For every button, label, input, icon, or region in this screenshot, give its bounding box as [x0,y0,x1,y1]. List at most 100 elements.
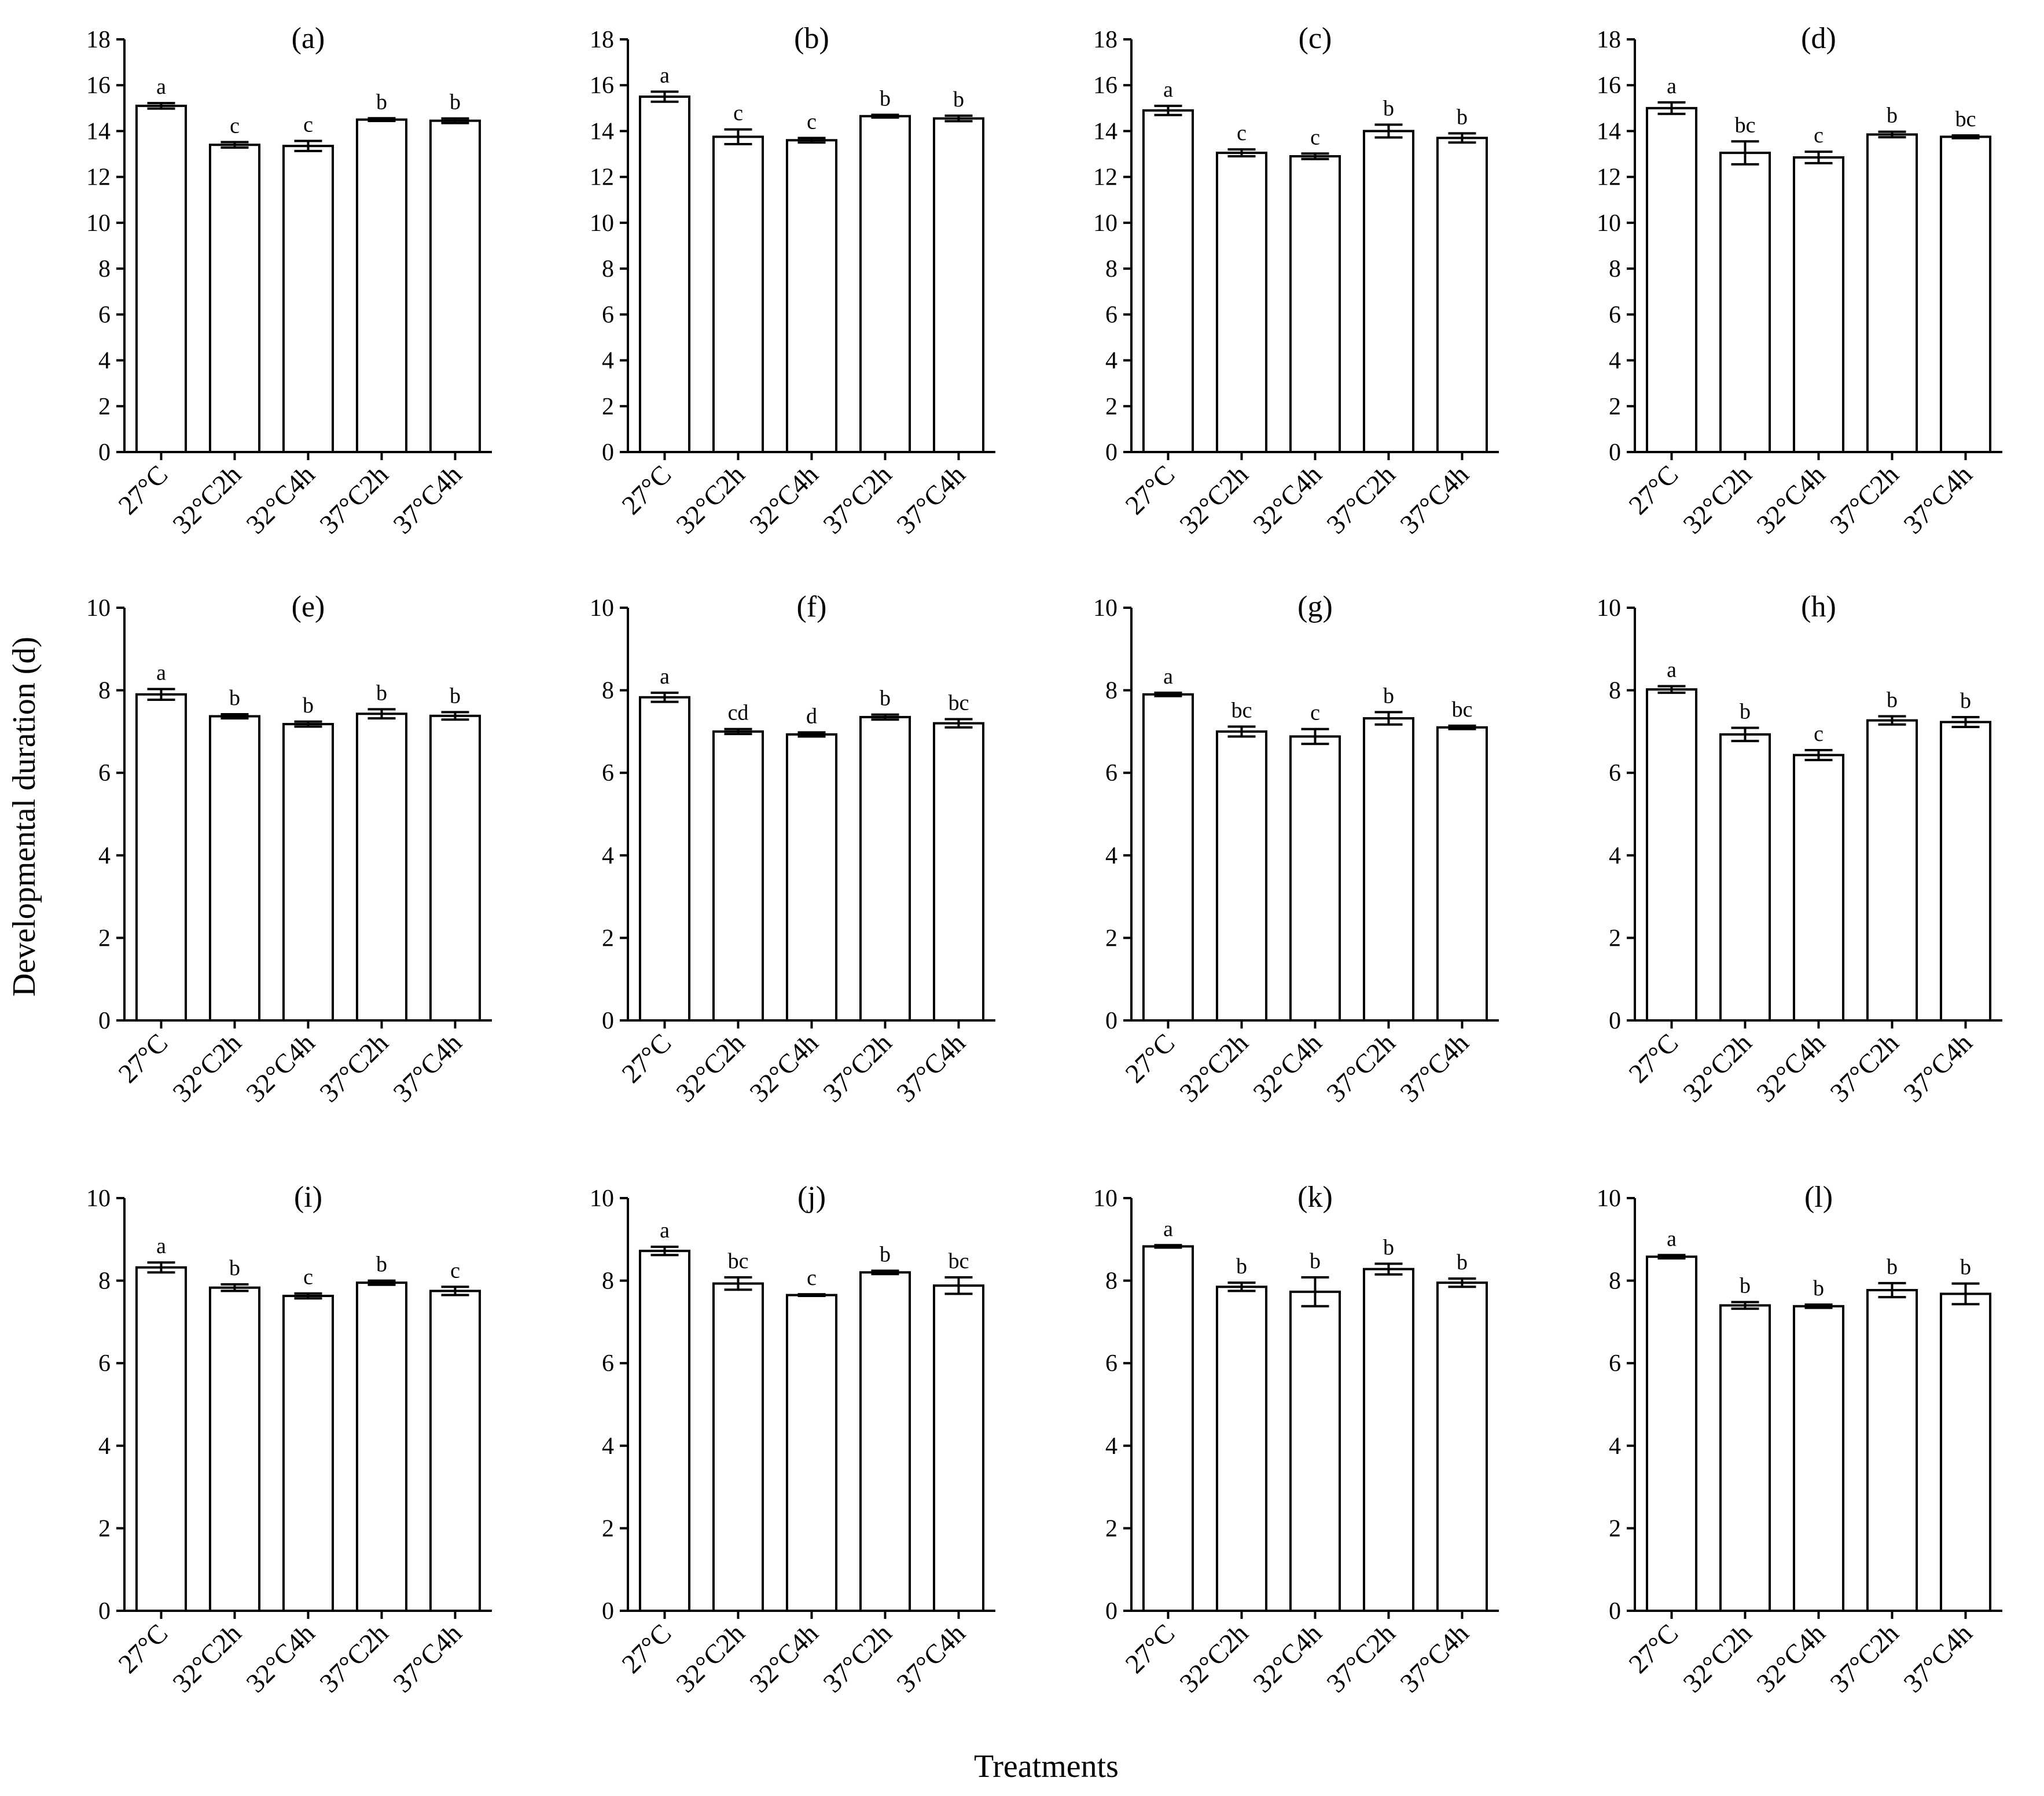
y-tick-label: 0 [602,1008,614,1034]
significance-letter: c [1814,123,1824,148]
chart-panel-h: (h) 0 2 4 6 8 10 a 27°C b 32°C2h c 32°C4h b 37°C2h b 37°… [1597,590,2002,1108]
x-category-label: 37°C4h [891,1028,972,1108]
chart-panel-i: (i) 0 2 4 6 8 10 a 27°C b 32°C2h c 32°C4h b 37°C2h c 37°… [86,1181,492,1699]
bar [1215,1286,1268,1612]
significance-letter: b [1887,688,1898,712]
y-tick-label: 10 [1597,1185,1621,1212]
bar [932,117,985,454]
y-tick-label: 6 [1105,302,1117,328]
y-tick-label: 10 [590,1185,614,1212]
y-tick-label: 4 [1105,1433,1117,1460]
bar [638,1250,691,1612]
significance-letter: c [807,109,817,134]
bar [208,1286,261,1612]
y-tick-label: 6 [1609,1350,1621,1377]
y-tick-label: 6 [602,1350,614,1377]
x-category-label: 37°C4h [1898,460,1979,540]
x-category-label: 27°C [1623,1028,1684,1089]
significance-letter: b [1383,96,1394,120]
panel-title: (d) [1801,22,1836,55]
y-tick-label: 8 [602,256,614,282]
x-category-label: 37°C4h [1395,460,1475,540]
x-category-label: 32°C2h [1174,1028,1255,1108]
significance-letter: bc [1231,698,1252,722]
x-category-label: 27°C [616,460,677,520]
y-tick-label: 18 [1597,27,1621,53]
bar [1866,719,1918,1022]
y-tick-label: 2 [602,394,614,420]
x-category-label: 32°C4h [744,1618,825,1699]
bar [1719,1304,1771,1612]
bar [135,1266,188,1612]
x-category-label: 27°C [113,1028,174,1089]
bar [282,145,334,454]
significance-letter: a [1163,1217,1173,1241]
bar [1645,106,1698,454]
bar [1645,1255,1698,1613]
x-category-label: 27°C [113,460,174,520]
significance-letter: b [1236,1254,1247,1279]
bar [785,139,838,454]
x-category-label: 37°C4h [388,1618,468,1699]
bar [859,1271,911,1613]
significance-letter: b [1310,1249,1321,1273]
significance-letter: b [880,86,891,111]
significance-letter: b [376,681,387,705]
x-category-label: 32°C2h [671,460,751,540]
significance-letter: bc [1735,113,1756,137]
x-category-label: 27°C [1120,1618,1181,1679]
y-tick-label: 6 [1609,302,1621,328]
significance-letter: c [450,1258,460,1283]
x-category-label: 37°C2h [818,1618,898,1699]
bar [1289,155,1341,453]
y-tick-label: 6 [98,302,111,328]
x-category-label: 32°C2h [671,1618,751,1699]
significance-letter: c [303,112,313,137]
significance-letter: b [1887,1255,1898,1279]
significance-letter: d [806,704,817,728]
y-tick-label: 16 [590,72,614,99]
x-category-label: 27°C [1623,460,1684,520]
significance-letter: b [376,1253,387,1277]
y-tick-label: 10 [590,595,614,622]
x-category-label: 37°C2h [818,460,898,540]
y-tick-label: 2 [602,1515,614,1542]
bar [1436,137,1488,454]
bar [1289,1290,1341,1613]
bar [135,693,188,1022]
y-tick-label: 10 [86,1185,111,1212]
y-tick-label: 0 [1105,439,1117,466]
y-tick-label: 14 [590,118,614,145]
chart-panel-c: (c) 0 2 4 6 8 10 12 14 16 18 a 27°C c 32°C2h c 32°C4h b 37… [1093,22,1499,540]
significance-letter: c [1310,701,1320,725]
significance-letter: b [880,686,891,711]
bar [1866,133,1918,453]
significance-letter: a [1667,74,1677,98]
y-tick-label: 6 [1105,760,1117,787]
bar [1362,1268,1415,1612]
x-category-label: 32°C4h [744,1028,825,1108]
y-tick-label: 6 [602,302,614,328]
x-category-label: 32°C4h [1248,460,1328,540]
x-category-label: 37°C4h [1898,1028,1979,1108]
bar [282,1294,334,1612]
chart-panel-b: (b) 0 2 4 6 8 10 12 14 16 18 a 27°C c 32°C2h c 32°C4h b 37… [590,22,995,540]
y-axis-title: Developmental duration (d) [6,637,42,997]
y-tick-label: 0 [1105,1598,1117,1625]
bar [1719,733,1771,1022]
y-tick-label: 10 [1093,210,1117,237]
x-category-label: 27°C [1120,460,1181,520]
significance-letter: b [1383,684,1394,708]
bar [1939,721,1992,1022]
significance-letter: a [1163,78,1173,102]
bar [1436,1281,1488,1613]
significance-letter: c [230,113,240,138]
significance-letter: cd [728,701,749,725]
bar [1792,1305,1845,1612]
bar [785,733,838,1022]
y-tick-label: 2 [1609,925,1621,952]
bar [1289,735,1341,1022]
y-tick-label: 4 [98,1433,111,1460]
significance-letter: b [450,684,461,708]
